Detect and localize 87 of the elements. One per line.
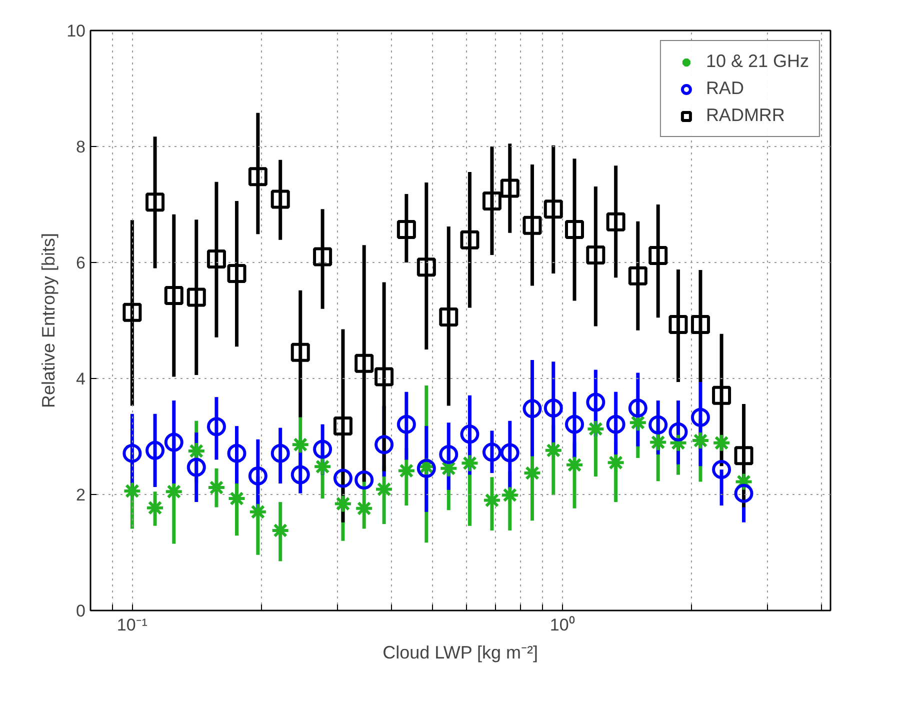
x-axis-title: Cloud LWP [kg m⁻²] xyxy=(382,642,538,662)
point xyxy=(290,435,310,454)
point xyxy=(648,432,668,452)
point xyxy=(186,288,206,307)
point xyxy=(500,178,520,198)
point xyxy=(122,302,142,322)
point xyxy=(290,342,310,362)
point xyxy=(544,200,563,219)
point xyxy=(164,482,184,502)
point xyxy=(270,444,290,463)
point xyxy=(164,286,184,306)
point xyxy=(186,458,206,477)
point xyxy=(122,482,142,501)
y-tick-label: 2 xyxy=(76,486,86,504)
point xyxy=(565,414,584,434)
point xyxy=(690,408,710,427)
point xyxy=(248,466,268,486)
point xyxy=(206,478,226,498)
point xyxy=(586,245,606,264)
point xyxy=(439,308,458,327)
point xyxy=(544,398,563,418)
point xyxy=(734,446,754,466)
point xyxy=(712,386,732,405)
y-tick-label: 4 xyxy=(76,370,86,388)
point xyxy=(606,453,626,472)
point xyxy=(248,167,268,186)
point xyxy=(333,468,352,488)
point xyxy=(227,444,246,463)
point xyxy=(500,443,520,462)
point xyxy=(122,444,142,463)
legend-label: RADMRR xyxy=(706,105,785,126)
point xyxy=(270,190,290,209)
point xyxy=(374,435,394,454)
point xyxy=(565,220,584,239)
point xyxy=(396,414,416,434)
point xyxy=(606,414,626,434)
point xyxy=(439,444,458,464)
legend-label: 10 & 21 GHz xyxy=(706,51,809,72)
point xyxy=(396,220,416,239)
point xyxy=(270,520,290,540)
point xyxy=(544,440,563,460)
point xyxy=(374,480,394,499)
point xyxy=(734,484,754,503)
point xyxy=(460,454,480,473)
point xyxy=(628,266,648,286)
x-tick-label: 10⁰ xyxy=(550,616,575,634)
point xyxy=(712,433,732,452)
point xyxy=(522,399,542,418)
point xyxy=(227,264,246,284)
point xyxy=(354,498,374,518)
point xyxy=(248,502,268,522)
point xyxy=(690,315,710,334)
point xyxy=(313,247,332,266)
point xyxy=(374,367,394,386)
point xyxy=(313,440,332,459)
point xyxy=(460,230,480,250)
point xyxy=(648,246,668,266)
point xyxy=(313,457,332,476)
point xyxy=(354,470,374,490)
point xyxy=(648,415,668,434)
point xyxy=(354,354,374,373)
point xyxy=(628,398,648,418)
point xyxy=(206,417,226,436)
point xyxy=(416,258,436,277)
point xyxy=(290,465,310,484)
point xyxy=(333,494,352,514)
point xyxy=(522,216,542,235)
point xyxy=(396,461,416,480)
point xyxy=(460,424,480,444)
point xyxy=(690,431,710,450)
y-tick-label: 8 xyxy=(76,138,86,156)
point xyxy=(206,250,226,269)
point xyxy=(500,486,520,505)
point xyxy=(586,419,606,438)
point xyxy=(164,432,184,452)
point xyxy=(586,392,606,412)
point xyxy=(712,460,732,480)
y-axis-title: Relative Entropy [bits] xyxy=(38,232,59,408)
point xyxy=(668,422,688,442)
y-tick-label: 0 xyxy=(76,602,86,620)
point xyxy=(606,212,626,232)
y-tick-label: 10 xyxy=(66,22,86,40)
point xyxy=(333,416,352,436)
y-tick-label: 6 xyxy=(76,254,86,272)
legend-label: RAD xyxy=(706,78,744,99)
x-tick-label: 10⁻¹ xyxy=(116,616,148,634)
point xyxy=(668,315,688,334)
